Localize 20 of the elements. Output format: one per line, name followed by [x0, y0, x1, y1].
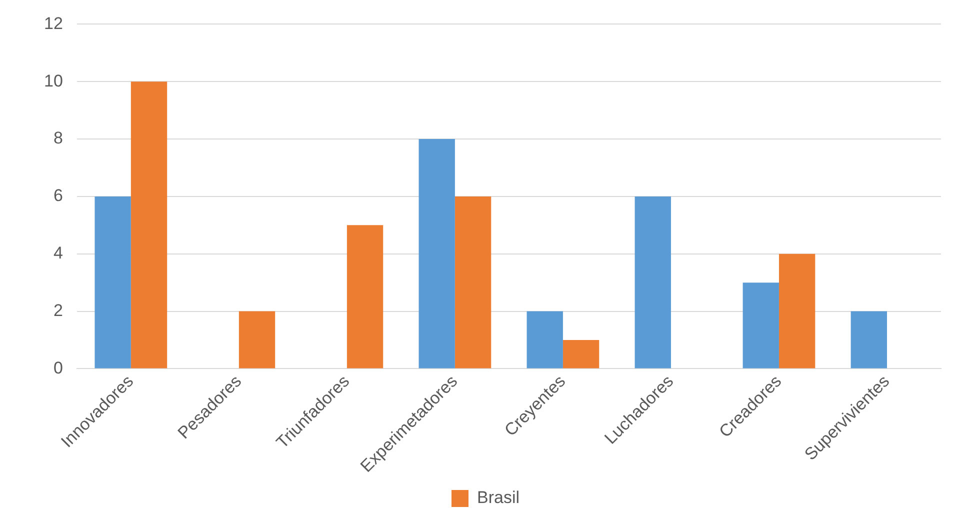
- bar: [94, 196, 131, 368]
- bar: [634, 196, 671, 368]
- bar: [562, 340, 600, 368]
- y-tick-label: 6: [53, 186, 63, 206]
- bar: [418, 139, 455, 368]
- y-tick-label: 4: [53, 244, 63, 263]
- bar: [346, 225, 384, 368]
- bar: [778, 254, 816, 368]
- y-tick-label: 2: [53, 300, 63, 320]
- bar: [454, 196, 492, 368]
- legend-label: Brasil: [476, 488, 520, 508]
- y-tick-label: 10: [44, 71, 63, 90]
- bar: [238, 311, 276, 368]
- bar: [526, 311, 563, 368]
- bar: [130, 82, 168, 368]
- y-tick-label: 8: [53, 128, 63, 148]
- bar: [742, 282, 779, 368]
- bar: [850, 311, 887, 368]
- y-tick-label: 0: [53, 358, 63, 378]
- y-tick-label: 12: [44, 14, 63, 33]
